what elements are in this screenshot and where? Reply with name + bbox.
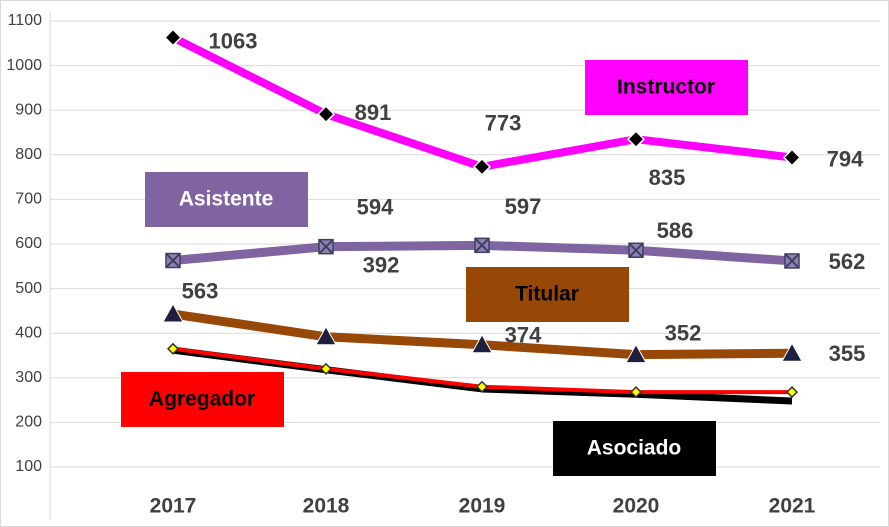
marker-cross [318, 238, 334, 255]
marker-cross [628, 242, 644, 258]
marker [785, 386, 799, 399]
legend-label: Titular [515, 283, 579, 306]
marker-cross [165, 252, 181, 269]
series-name-box [553, 421, 716, 476]
data-label: 594 [357, 194, 394, 219]
data-label: 392 [363, 253, 400, 278]
data-label: 1063 [209, 28, 258, 53]
data-label: 794 [827, 146, 864, 171]
marker-cross [474, 237, 490, 254]
data-label: 355 [829, 341, 866, 366]
legend-label: Asociado [587, 437, 682, 460]
y-tick-label: 1100 [8, 12, 43, 29]
marker [781, 342, 803, 362]
y-tick-label: 800 [15, 146, 42, 163]
data-label: 562 [829, 249, 866, 274]
marker [474, 237, 490, 254]
data-label: 352 [665, 320, 702, 345]
data-label: 563 [182, 278, 219, 303]
series-name-box [466, 267, 629, 322]
marker [163, 28, 183, 47]
y-tick-label: 600 [15, 235, 42, 252]
data-label: 586 [657, 218, 694, 243]
marker [162, 302, 184, 323]
x-tick-label: 2017 [150, 495, 197, 518]
marker [784, 253, 800, 269]
marker [629, 386, 643, 399]
series-name-box [145, 172, 308, 227]
marker [782, 148, 802, 167]
marker [165, 252, 181, 269]
x-tick-label: 2018 [303, 495, 350, 518]
marker [315, 325, 337, 346]
marker [625, 343, 647, 364]
data-label: 374 [505, 323, 542, 348]
y-tick-label: 400 [15, 324, 42, 341]
x-tick-label: 2019 [459, 495, 506, 518]
y-tick-label: 500 [15, 280, 42, 297]
legend-label: Asistente [179, 188, 274, 211]
data-label: 835 [649, 165, 686, 190]
legend-label: Agregador [149, 388, 255, 411]
marker [319, 362, 333, 375]
marker [166, 342, 180, 355]
marker-cross [784, 253, 800, 269]
y-tick-label: 200 [15, 414, 42, 431]
x-tick-label: 2021 [769, 495, 816, 518]
series-name-box [121, 372, 284, 427]
marker [472, 157, 492, 176]
marker [471, 333, 493, 354]
marker [628, 242, 644, 258]
marker [316, 105, 336, 124]
marker [318, 238, 334, 255]
series-name-box [585, 60, 748, 115]
y-tick-label: 1000 [6, 57, 42, 74]
data-label: 597 [505, 194, 542, 219]
y-tick-label: 100 [15, 458, 42, 475]
legend-label: Instructor [617, 76, 715, 99]
y-tick-label: 900 [15, 101, 42, 118]
data-label: 773 [485, 111, 522, 136]
y-tick-label: 300 [15, 369, 42, 386]
data-label: 891 [355, 100, 392, 125]
x-tick-label: 2020 [613, 495, 660, 518]
marker [475, 380, 489, 393]
marker [626, 130, 646, 149]
y-tick-label: 700 [15, 191, 42, 208]
